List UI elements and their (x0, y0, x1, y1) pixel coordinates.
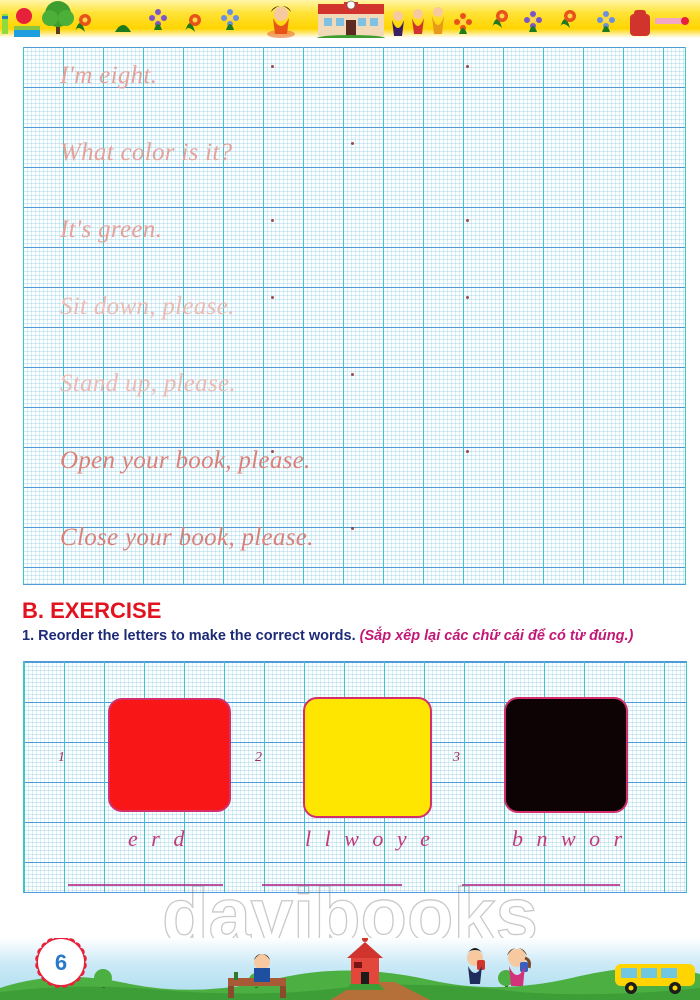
svg-text:6: 6 (55, 950, 67, 975)
